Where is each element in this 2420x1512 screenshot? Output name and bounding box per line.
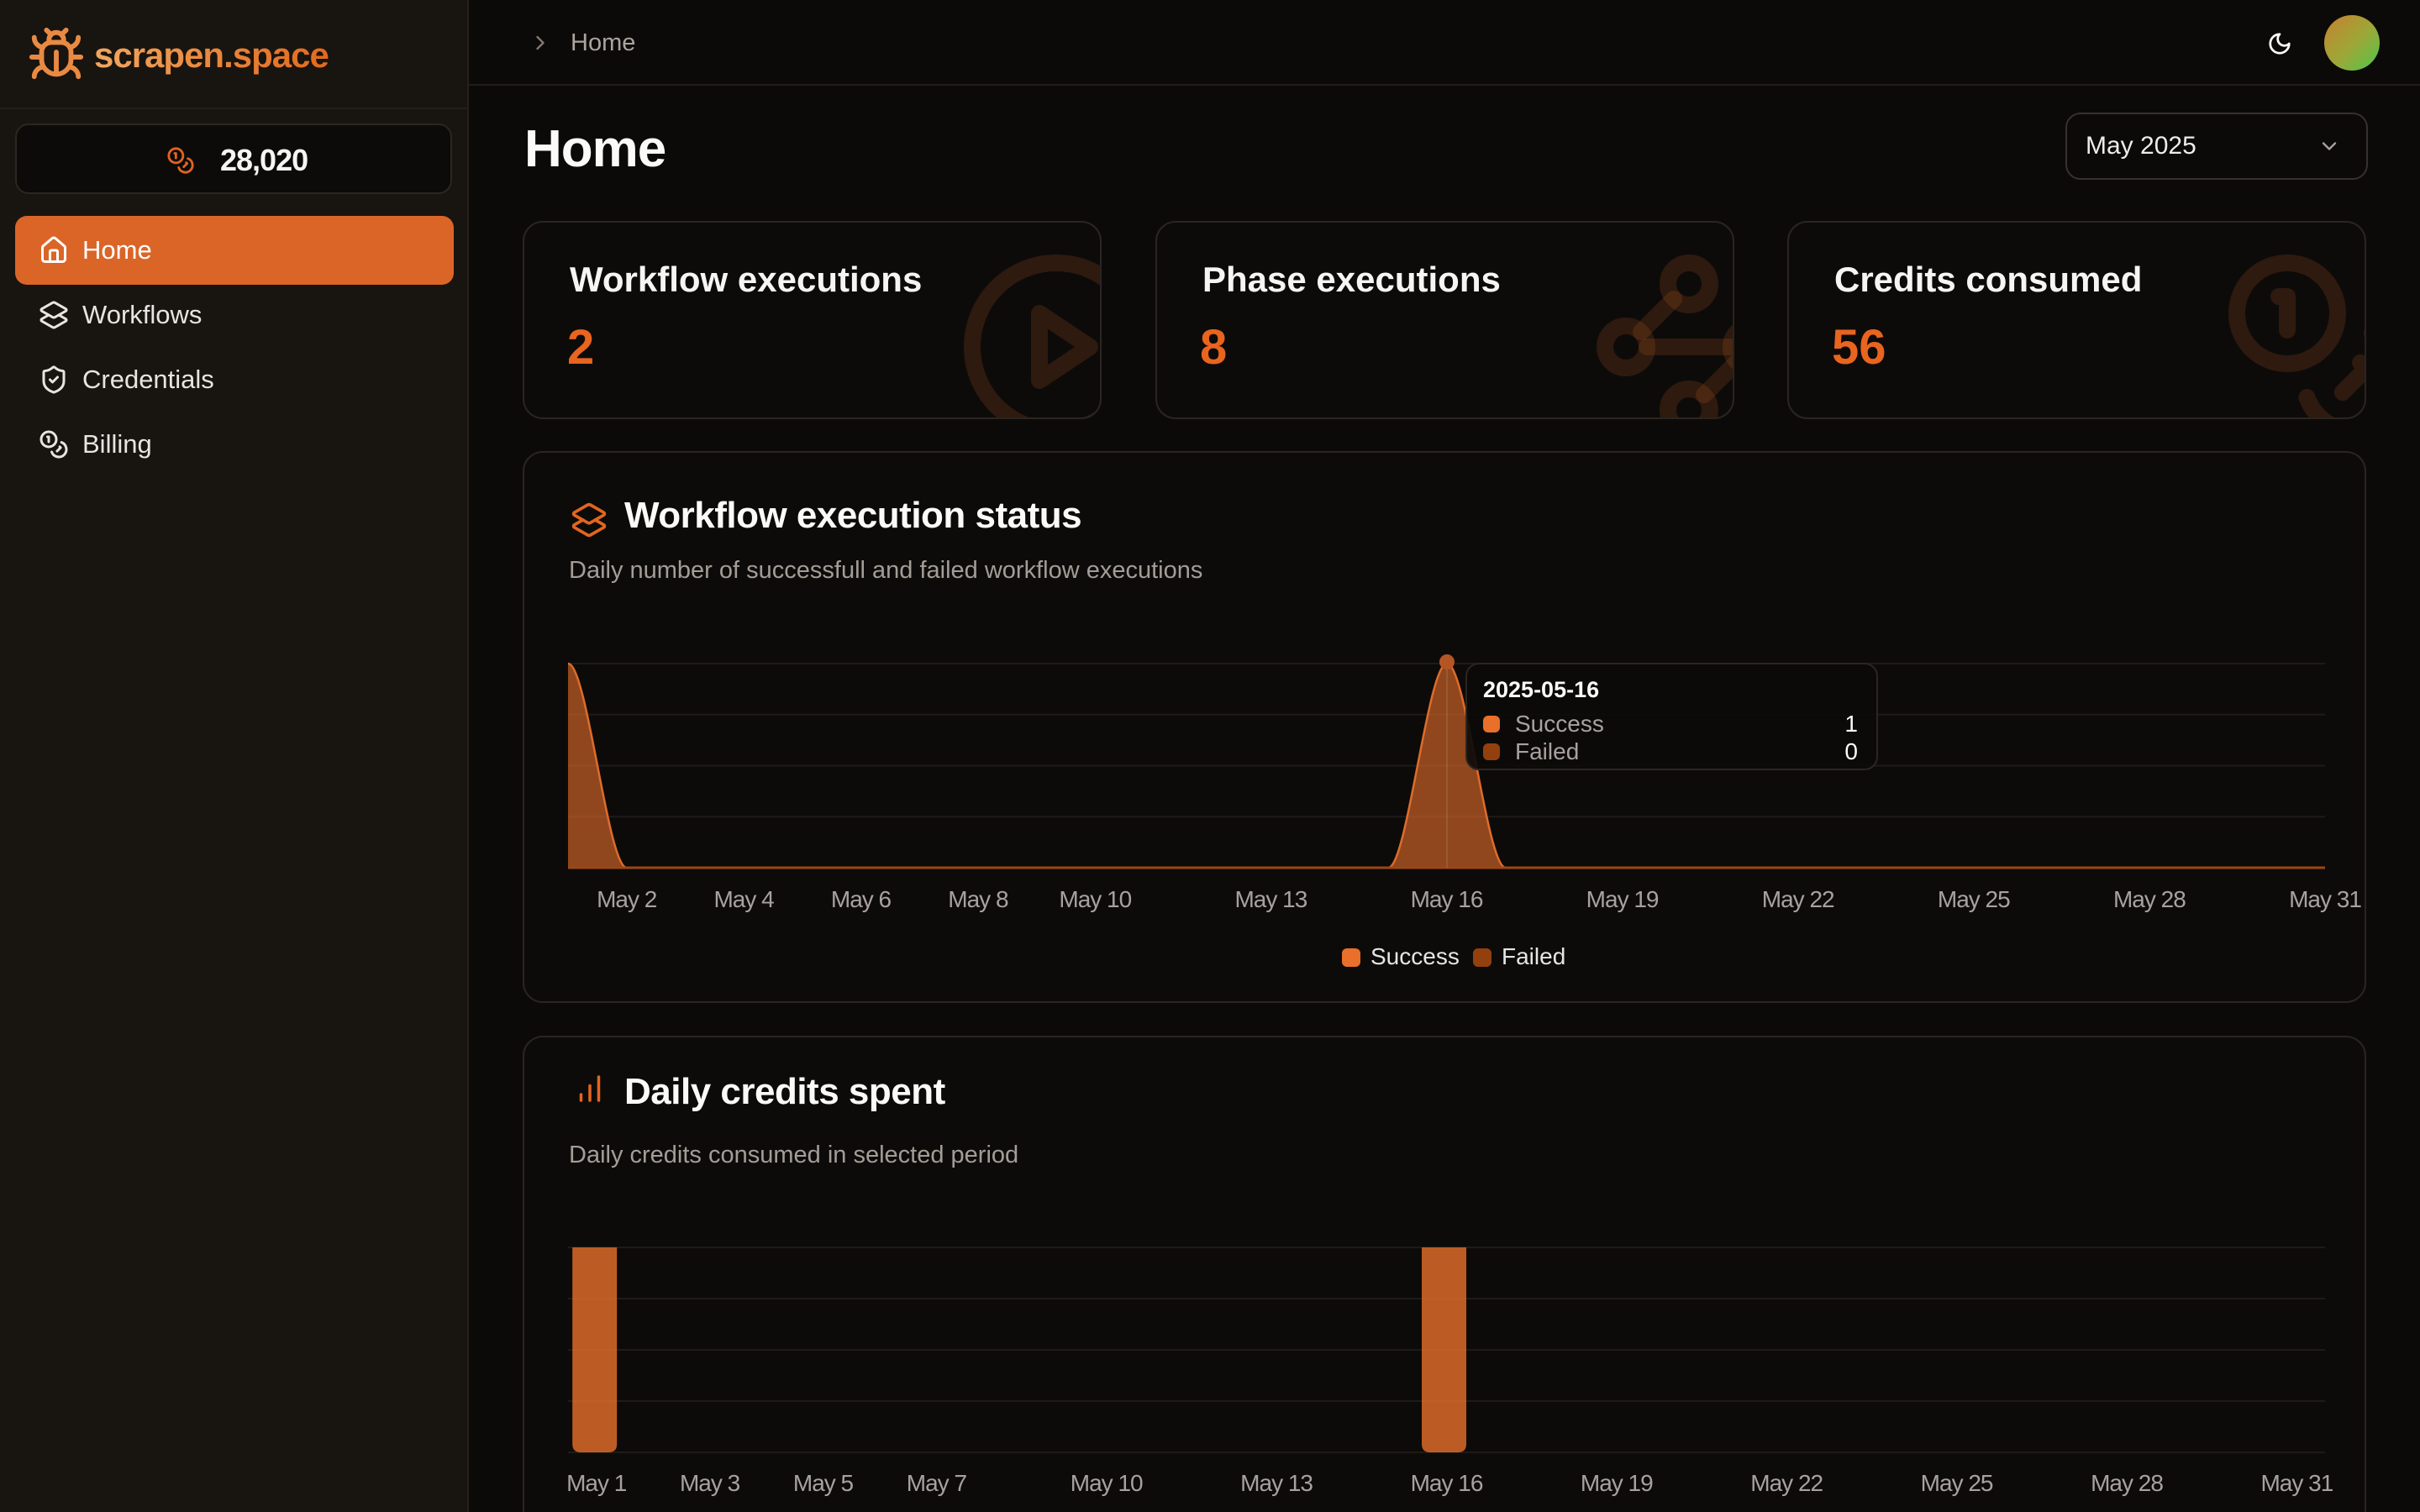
svg-text:May 13: May 13: [1234, 886, 1307, 912]
svg-text:May 5: May 5: [793, 1470, 854, 1496]
svg-text:May 10: May 10: [1059, 886, 1131, 912]
svg-text:May 19: May 19: [1581, 1470, 1653, 1496]
svg-text:May 16: May 16: [1411, 1470, 1483, 1496]
svg-text:May 22: May 22: [1762, 886, 1834, 912]
svg-text:May 31: May 31: [2260, 1470, 2333, 1496]
svg-text:May 16: May 16: [1411, 886, 1483, 912]
svg-text:May 28: May 28: [2113, 886, 2186, 912]
svg-text:May 31: May 31: [2289, 886, 2361, 912]
svg-text:May 25: May 25: [1921, 1470, 1993, 1496]
svg-text:May 7: May 7: [907, 1470, 967, 1496]
svg-text:May 13: May 13: [1240, 1470, 1313, 1496]
svg-text:May 22: May 22: [1750, 1470, 1823, 1496]
svg-text:May 3: May 3: [680, 1470, 740, 1496]
svg-text:May 1: May 1: [566, 1470, 627, 1496]
svg-text:May 10: May 10: [1071, 1470, 1143, 1496]
svg-text:May 25: May 25: [1938, 886, 2010, 912]
svg-text:May 28: May 28: [2091, 1470, 2163, 1496]
svg-text:May 19: May 19: [1586, 886, 1659, 912]
svg-text:Success: Success: [1370, 943, 1460, 969]
svg-text:May 2: May 2: [597, 886, 657, 912]
svg-text:May 4: May 4: [713, 886, 774, 912]
svg-text:May 6: May 6: [831, 886, 892, 912]
svg-text:May 8: May 8: [948, 886, 1008, 912]
svg-text:Failed: Failed: [1502, 943, 1565, 969]
